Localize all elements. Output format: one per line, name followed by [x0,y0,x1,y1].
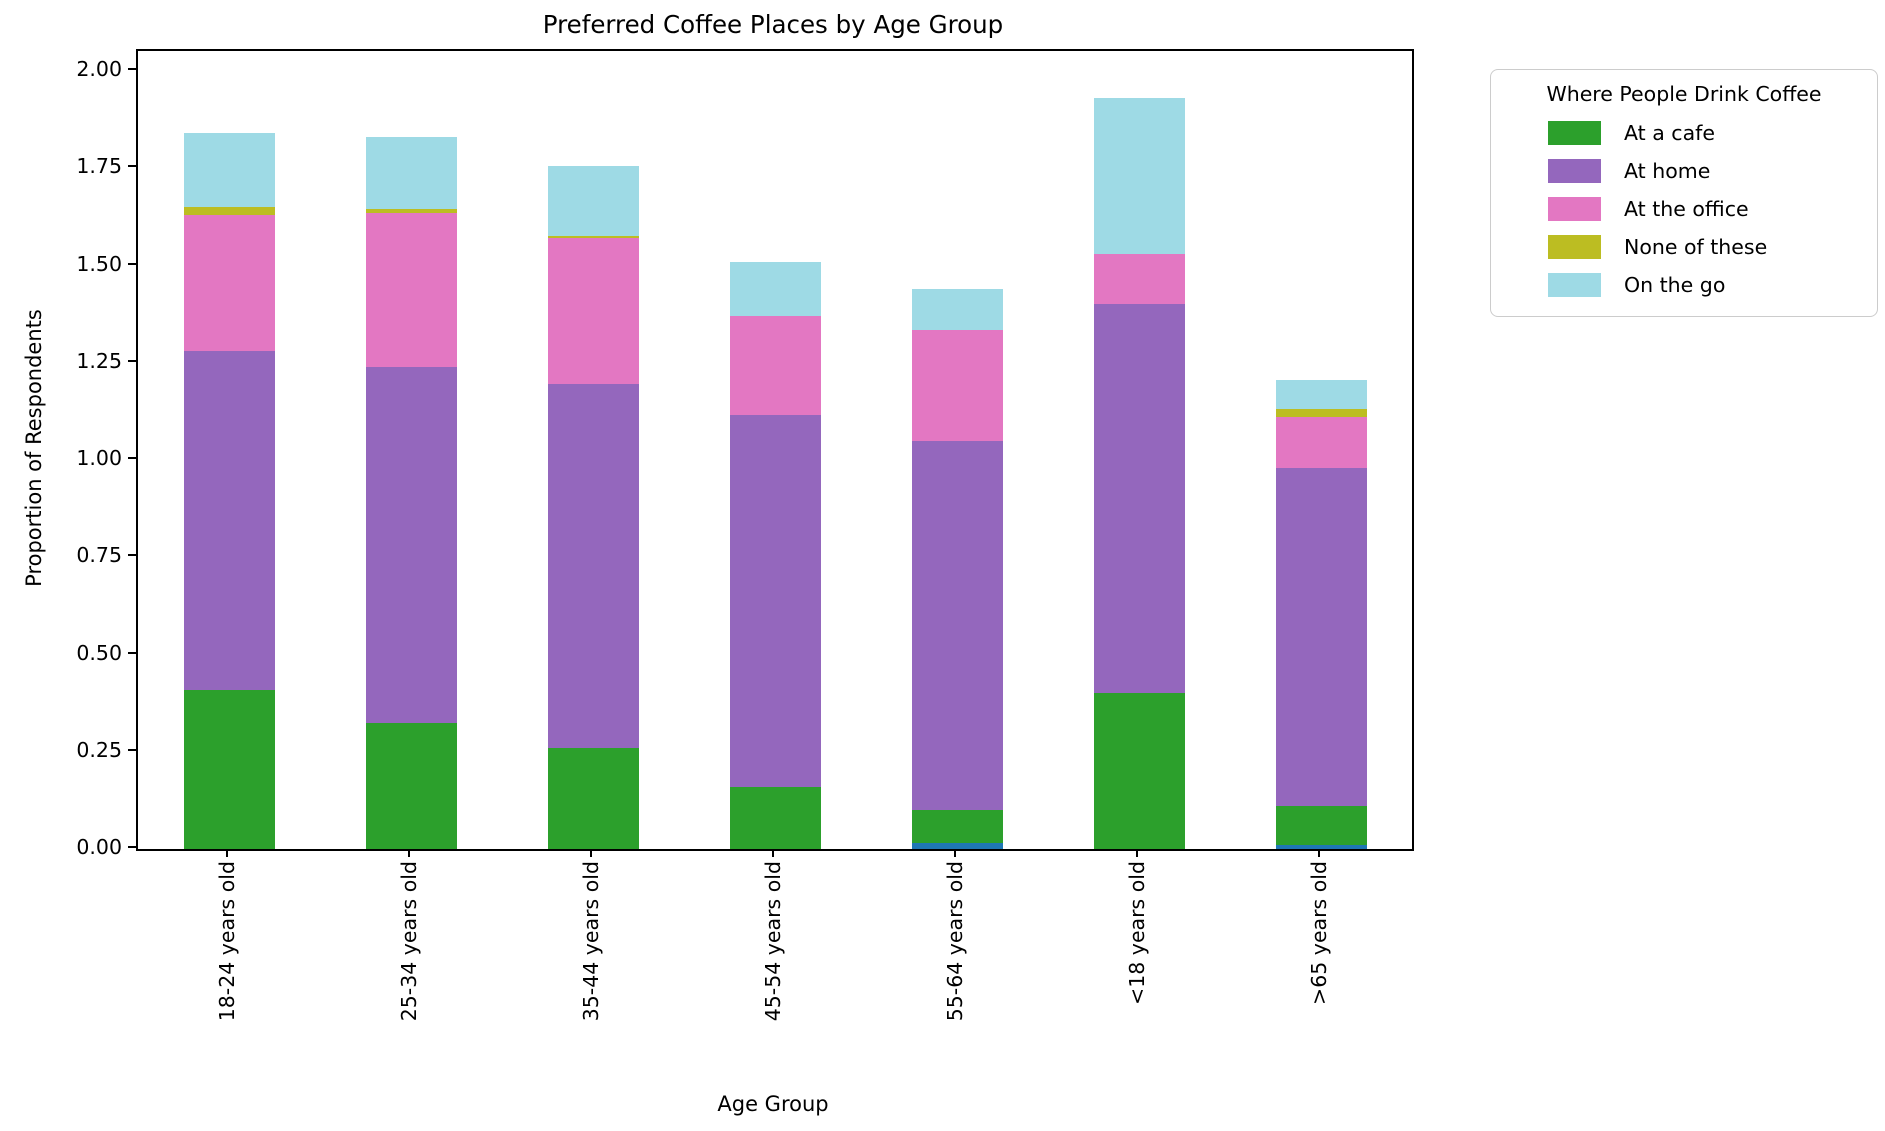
legend-box: Where People Drink Coffee At a cafe At ho… [1490,69,1878,317]
segment-at-home [1093,304,1185,694]
x-tick-mark [954,849,956,857]
y-tick-label: 0.00 [76,835,122,859]
x-tick-label: <18 years old [1124,861,1149,1005]
y-tick-mark [128,68,136,70]
segment-at-a-cafe [1093,693,1185,849]
y-tick-label: 1.50 [76,251,122,276]
legend-swatch [1548,235,1601,259]
x-tick-label: >65 years old [1306,861,1331,1005]
x-tick-mark [1318,849,1320,857]
bar--65-years-old [1275,51,1367,849]
x-tick-mark [226,849,228,857]
y-tick-mark [128,457,136,459]
segment-at-home [183,351,275,690]
x-tick-label: 45-54 years old [760,861,785,1022]
segment-at-home [1275,467,1367,807]
x-tick-label: 18-24 years old [214,861,239,1022]
segment-at-a-cafe [1275,806,1367,846]
segment-at-a-cafe [547,747,639,849]
y-tick-mark [128,748,136,751]
segment-none-of-these [1275,409,1367,418]
y-tick-label: 1.00 [76,446,122,470]
segment-at-home [547,384,639,748]
y-tick-label: 1.75 [76,154,122,179]
segment-at-the-office [1275,417,1367,468]
segment-on-the-go [1275,380,1367,410]
legend-label: At a cafe [1624,121,1715,145]
legend-label: On the go [1624,273,1726,297]
legend-item-none-of-these: None of these [1491,228,1877,266]
y-tick-label: 1.25 [76,348,122,373]
y-tick-mark [128,846,136,848]
x-tick-mark [1136,849,1138,857]
segment-at-the-office [365,213,457,367]
legend-swatch [1548,197,1601,221]
y-tick-label: 0.25 [76,737,122,762]
x-tick-label: 25-34 years old [396,861,421,1022]
bar--18-years-old [1093,51,1185,849]
y-tick-mark [128,262,136,265]
legend-title: Where People Drink Coffee [1546,82,1822,106]
segment-on-the-go [729,261,821,317]
x-tick-label: 35-44 years old [578,861,603,1022]
legend-label: None of these [1624,235,1768,259]
segment-at-home [911,440,1003,811]
segment-none-of-these [547,236,639,239]
bar-55-64-years-old [911,51,1003,849]
legend-label: At the office [1624,197,1749,221]
segment-on-the-go [547,166,639,237]
y-tick-mark [128,165,136,168]
segment-at-the-office [911,329,1003,441]
chart-title: Preferred Coffee Places by Age Group [542,10,1004,39]
y-tick-label: 0.50 [76,640,122,665]
segment-unlabeled [1275,845,1367,849]
legend-item-at-the-office: At the office [1491,190,1877,228]
legend-swatch [1548,159,1601,183]
x-tick-mark [590,849,592,857]
legend-item-on-the-go: On the go [1491,266,1877,304]
y-tick-mark [128,651,136,654]
segment-at-the-office [729,316,821,416]
plot-area [136,49,1414,851]
segment-at-a-cafe [183,689,275,849]
x-axis-label: Age Group [717,1092,829,1116]
segment-at-a-cafe [365,722,457,849]
y-tick-label: 2.00 [76,57,122,81]
legend-item-at-home: At home [1491,152,1877,190]
segment-none-of-these [365,209,457,213]
legend-items: At a cafe At home At the office None of the… [1491,114,1877,304]
y-tick-mark [128,359,136,362]
x-tick-mark [772,849,774,857]
legend-item-at-a-cafe: At a cafe [1491,114,1877,152]
bar-18-24-years-old [183,51,275,849]
legend-label: At home [1624,159,1711,183]
segment-at-the-office [183,214,275,352]
segment-on-the-go [1093,98,1185,254]
segment-at-the-office [1093,253,1185,305]
x-tick-label: 55-64 years old [942,861,967,1022]
legend-swatch [1548,121,1601,145]
segment-at-a-cafe [729,786,821,849]
bar-45-54-years-old [729,51,821,849]
segment-unlabeled [911,843,1003,849]
segment-none-of-these [183,207,275,215]
segment-on-the-go [183,133,275,208]
segment-on-the-go [911,288,1003,330]
segment-at-the-office [547,238,639,385]
x-tick-mark [408,849,410,857]
y-tick-label: 0.75 [76,543,122,568]
bar-25-34-years-old [365,51,457,849]
segment-at-a-cafe [911,810,1003,844]
segment-at-home [729,415,821,787]
legend-swatch [1548,273,1601,297]
segment-at-home [365,366,457,723]
y-tick-mark [128,554,136,557]
segment-on-the-go [365,137,457,210]
bar-35-44-years-old [547,51,639,849]
